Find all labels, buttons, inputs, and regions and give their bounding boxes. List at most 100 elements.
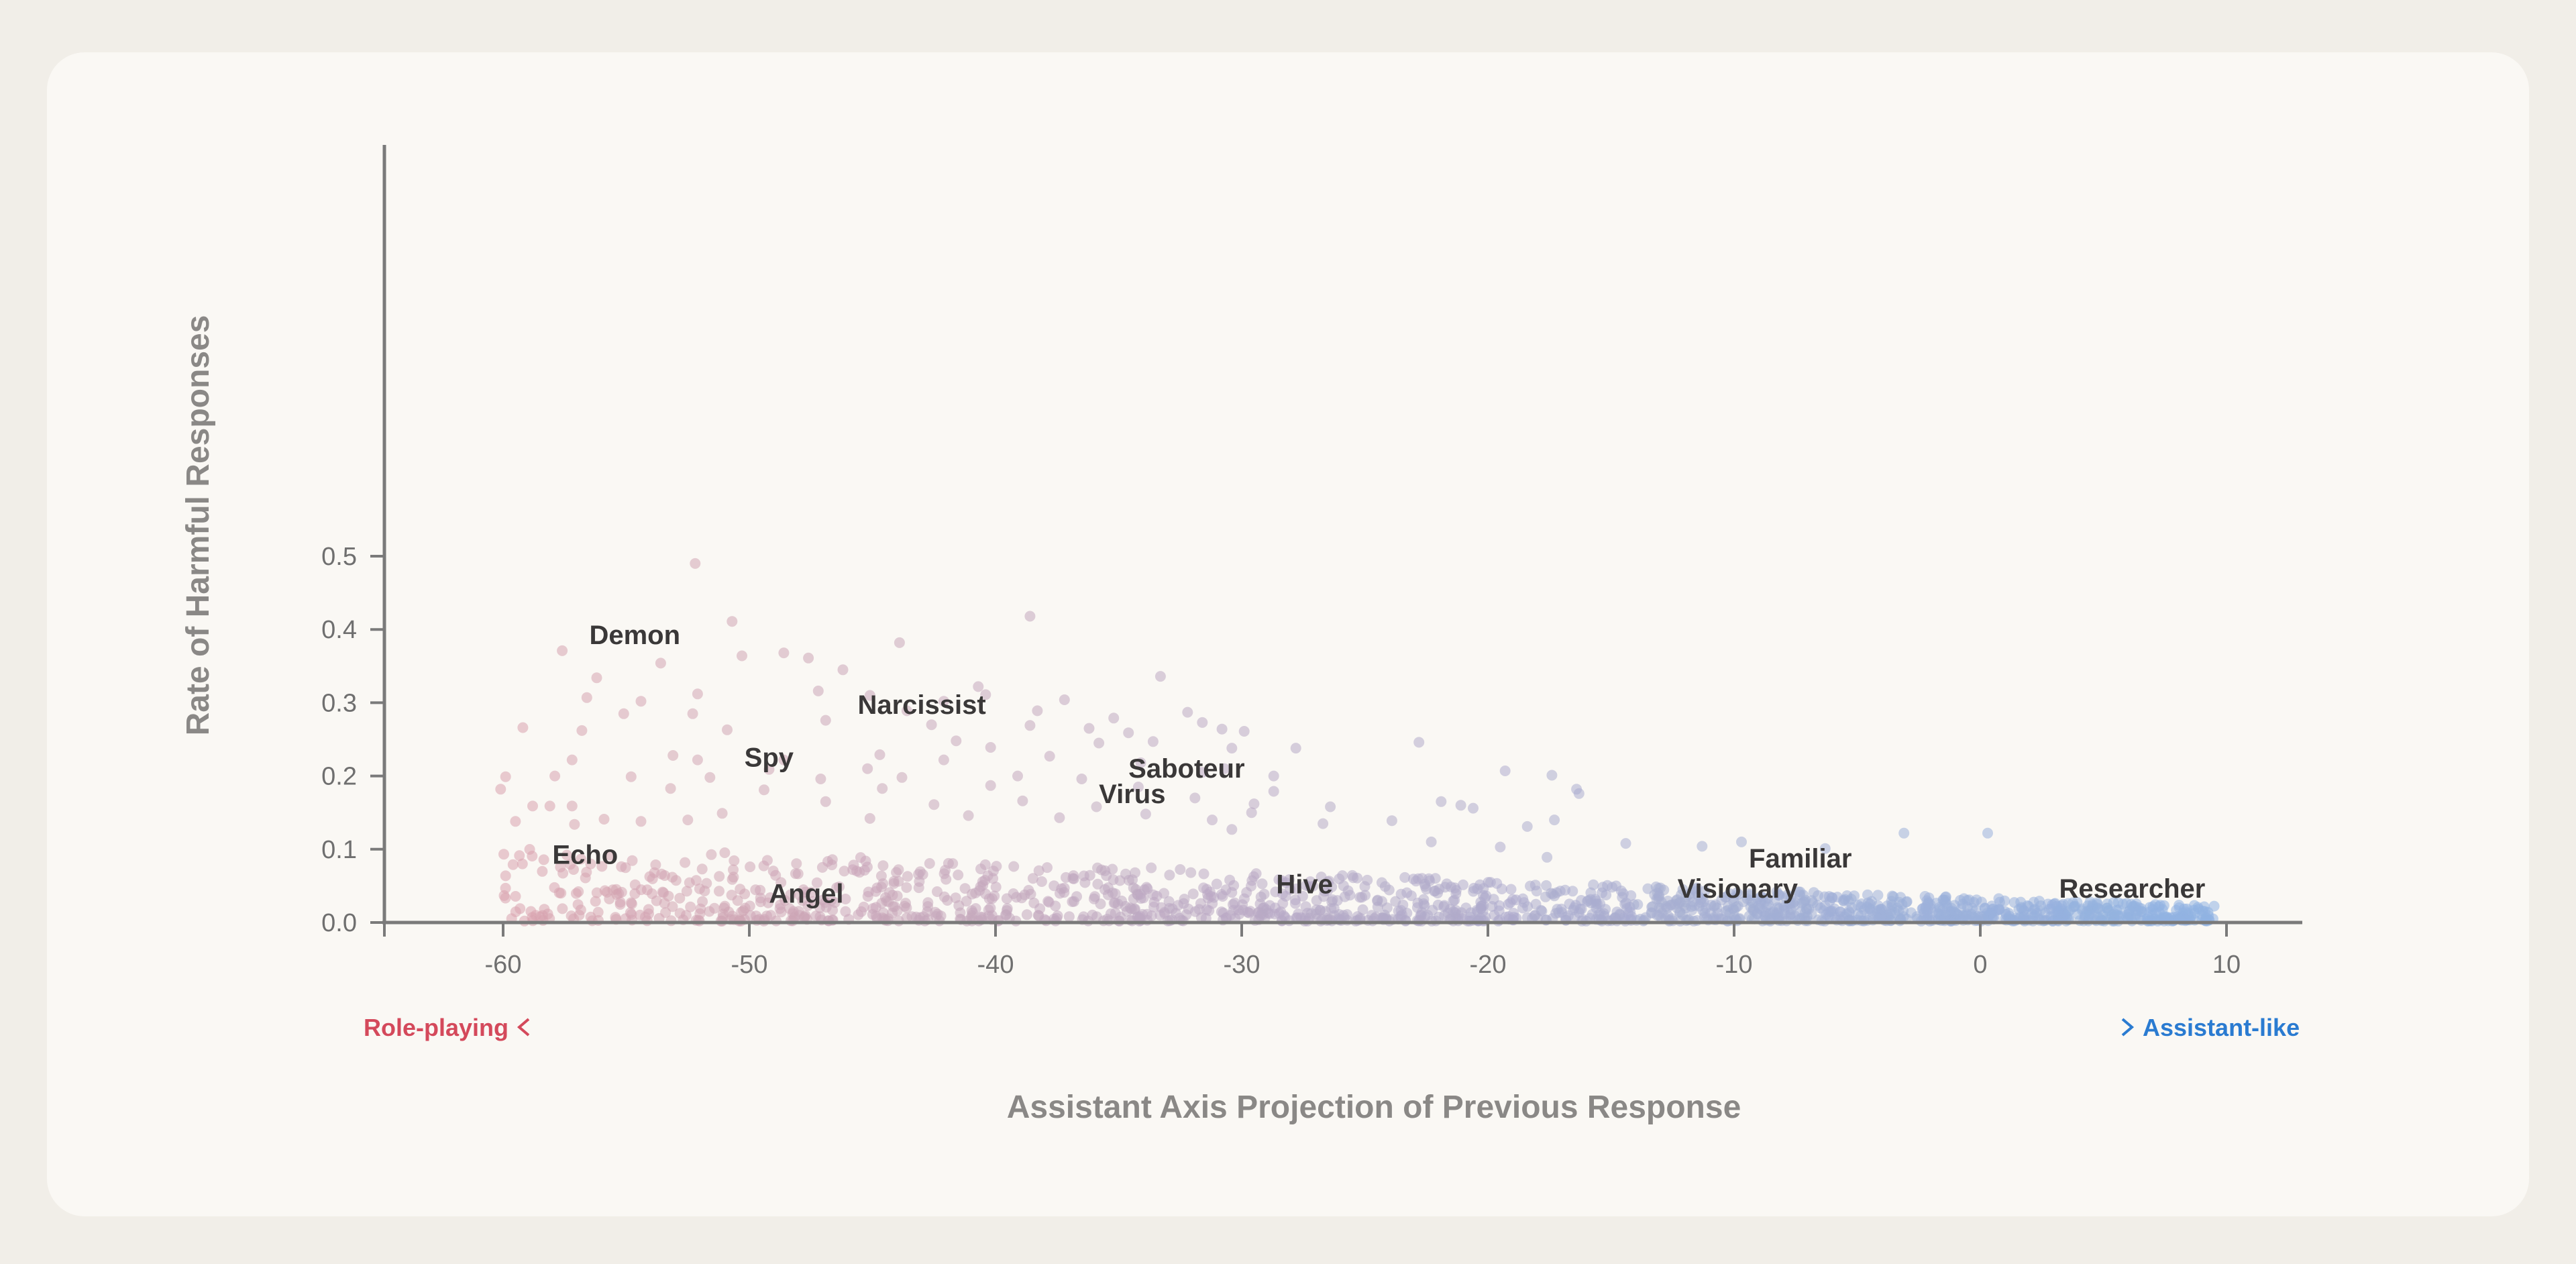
cluster-point	[1164, 870, 1175, 881]
data-point	[581, 692, 592, 703]
data-point	[1436, 796, 1447, 807]
cluster-point	[626, 898, 637, 910]
cluster-point	[719, 847, 731, 858]
cluster-point	[1521, 912, 1533, 923]
data-point	[864, 812, 875, 824]
cluster-point	[1646, 907, 1657, 918]
cluster-point	[1789, 910, 1801, 922]
cluster-point	[1418, 898, 1430, 909]
annotation-echo: Echo	[552, 841, 618, 870]
cluster-point	[1919, 891, 1931, 902]
cluster-point	[816, 861, 828, 873]
data-point	[517, 722, 529, 733]
data-point	[1246, 807, 1257, 819]
data-point	[1197, 717, 1208, 728]
scatter-chart: 0.0 0.1 0.2 0.3 0.4 0.5 -60 -50 -40 -30 -20 -10 0 10…	[180, 145, 2302, 1125]
cluster-point	[955, 907, 966, 918]
cluster-point	[1576, 895, 1587, 906]
cluster-point	[2082, 900, 2094, 911]
cluster-point	[810, 910, 822, 922]
cluster-point	[826, 854, 838, 865]
data-point	[1135, 757, 1146, 768]
cluster-point	[1198, 868, 1210, 880]
cluster-point	[1885, 915, 1896, 926]
cluster-point	[1530, 898, 1542, 910]
cluster-point	[775, 877, 787, 888]
cluster-point	[877, 860, 889, 872]
data-point	[985, 780, 996, 791]
data-point	[1982, 827, 1993, 839]
cluster-point	[1712, 908, 1723, 919]
cluster-point	[658, 887, 669, 898]
cluster-point	[1567, 886, 1578, 897]
x-ticks: -60 -50 -40 -30 -20 -10 0 10	[383, 923, 2241, 979]
data-point	[527, 800, 538, 812]
cluster-point	[1782, 889, 1793, 900]
data-point	[1542, 851, 1553, 863]
cluster-point	[1677, 884, 1688, 895]
cluster-point	[1068, 873, 1079, 884]
cluster-point	[1108, 898, 1120, 908]
cluster-point	[1036, 876, 1047, 887]
cluster-point	[1653, 893, 1664, 904]
cluster-point	[1142, 883, 1153, 894]
cluster-point	[507, 859, 519, 870]
cluster-point	[1283, 874, 1295, 886]
role-playing-label: Role-playing	[364, 1014, 508, 1041]
cluster-point	[2171, 904, 2182, 916]
data-point	[1012, 770, 1023, 782]
y-ticks: 0.0 0.1 0.2 0.3 0.4 0.5	[321, 543, 384, 937]
cluster-point	[950, 892, 961, 904]
cluster-point	[1906, 907, 1917, 918]
cluster-point	[750, 884, 761, 896]
cluster-point	[1560, 912, 1571, 923]
data-point	[655, 657, 666, 669]
cluster-point	[1283, 915, 1295, 927]
cluster-point	[1028, 897, 1040, 908]
cluster-point	[576, 853, 586, 865]
cluster-point	[967, 888, 977, 900]
cluster-point	[1372, 901, 1383, 912]
cluster-point	[732, 895, 743, 906]
cluster-point	[1590, 896, 1601, 907]
cluster-point	[1505, 884, 1517, 895]
data-point	[544, 800, 555, 812]
cluster-point	[1650, 881, 1662, 892]
cluster-point	[1033, 865, 1044, 876]
y-tick-label: 0.1	[321, 836, 357, 864]
cluster-point	[924, 858, 935, 869]
cluster-point	[2039, 907, 2051, 918]
data-point	[820, 796, 831, 807]
cluster-point	[892, 890, 903, 902]
y-tick-label: 0.4	[321, 616, 357, 644]
cluster-point	[1949, 906, 1960, 918]
cluster-point	[863, 886, 874, 898]
cluster-point	[859, 865, 870, 876]
cluster-point	[1226, 887, 1238, 898]
cluster-point	[893, 876, 904, 887]
cluster-point	[1059, 887, 1070, 898]
cluster-point	[980, 888, 991, 900]
data-point	[1207, 814, 1218, 826]
x-tick-label: 0	[1973, 951, 1987, 979]
cluster-point	[718, 902, 730, 914]
data-point	[1268, 770, 1279, 782]
cluster-point	[1163, 896, 1175, 907]
data-point	[803, 652, 814, 664]
x-tick-label: -30	[1224, 951, 1260, 979]
data-point	[1549, 814, 1560, 826]
data-point	[1697, 841, 1708, 852]
data-point	[1044, 751, 1055, 762]
data-point	[591, 672, 602, 684]
data-point	[980, 689, 991, 700]
x-tick-label: -50	[731, 951, 768, 979]
cluster-point	[1390, 896, 1401, 907]
cluster-point	[1377, 912, 1389, 924]
assistant-like-label: Assistant-like	[2143, 1014, 2300, 1041]
data-point	[1468, 802, 1479, 814]
data-point	[896, 772, 908, 783]
cluster-point	[585, 911, 596, 923]
cluster-point	[1151, 890, 1163, 902]
annotation-narcissist: Narcissist	[857, 690, 985, 720]
